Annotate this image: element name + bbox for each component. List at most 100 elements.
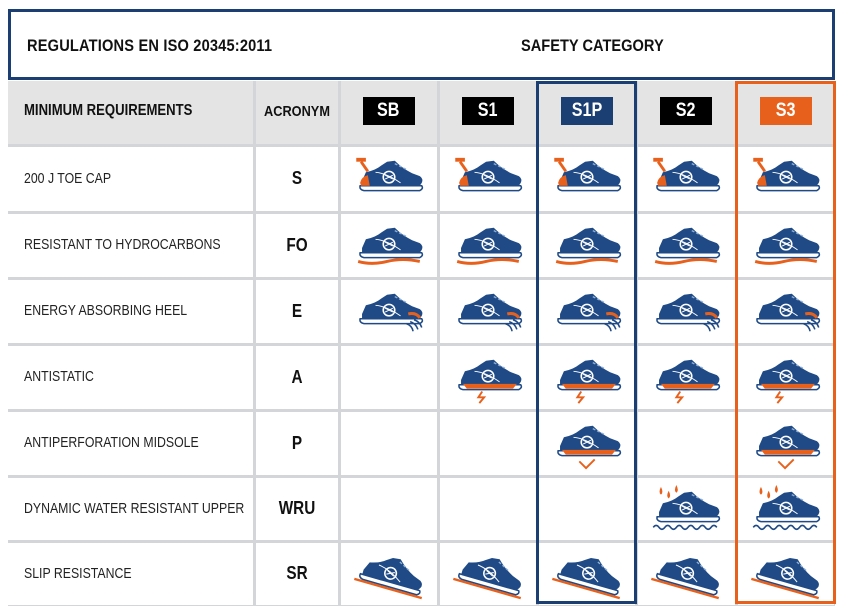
category-cell-s3: [737, 477, 834, 540]
category-cell-s1p: [538, 146, 635, 211]
category-cell-s2: [637, 146, 735, 211]
hydrocarbon-sole-icon: [555, 226, 621, 265]
category-badge: SB: [362, 97, 415, 125]
category-cell-s1p: [538, 279, 635, 343]
hydrocarbon-sole-icon: [357, 226, 423, 265]
category-cell-s1: [439, 542, 536, 605]
nail-midsole-icon: [755, 424, 820, 469]
category-cell-s3: [737, 411, 834, 475]
regulation-title: REGULATIONS EN ISO 20345:2011: [27, 36, 273, 55]
category-cell-sb: [340, 542, 437, 605]
category-cell-s1: [439, 213, 536, 277]
requirement-cell: ANTISTATIC: [8, 345, 253, 409]
acronym-value: SR: [285, 563, 308, 583]
acronym-cell: WRU: [255, 477, 338, 540]
requirement-label: DYNAMIC WATER RESISTANT UPPER: [24, 499, 245, 517]
category-cell-s3: [737, 279, 834, 343]
header-category-s1: S1: [439, 81, 536, 144]
acronym-cell: S: [255, 146, 338, 211]
hydrocarbon-sole-icon: [654, 226, 721, 265]
slip-slope-icon: [551, 549, 624, 599]
category-badge: S3: [759, 97, 812, 125]
toe-cap-hammer-icon: [454, 157, 522, 191]
category-cell-s1: [439, 411, 536, 475]
acronym-cell: FO: [255, 213, 338, 277]
requirement-label: SLIP RESISTANCE: [24, 564, 132, 582]
antistatic-bolt-icon: [556, 358, 621, 404]
requirement-label: ANTIPERFORATION MIDSOLE: [24, 434, 199, 451]
category-cell-s1: [439, 279, 536, 343]
hydrocarbon-sole-icon: [456, 226, 522, 265]
requirement-cell: RESISTANT TO HYDROCARBONS: [8, 213, 253, 277]
header-acronym: ACRONYM: [255, 81, 338, 144]
category-cell-s1: [439, 146, 536, 211]
category-cell-s1: [439, 477, 536, 540]
header-category-sb: SB: [340, 81, 437, 144]
toe-cap-hammer-icon: [355, 157, 423, 191]
category-cell-s1p: [538, 477, 635, 540]
category-cell-s1p: [538, 213, 635, 277]
requirement-label: RESISTANT TO HYDROCARBONS: [24, 236, 221, 253]
category-badge-label: S3: [775, 100, 796, 121]
category-cell-s2: [637, 477, 735, 540]
category-badge: S1P: [560, 97, 613, 125]
category-cell-s2: [637, 542, 735, 605]
category-cell-s1p: [538, 542, 635, 605]
category-cell-s3: [737, 213, 834, 277]
category-badge-label: SB: [377, 100, 400, 121]
requirement-cell: ENERGY ABSORBING HEEL: [8, 279, 253, 343]
slip-slope-icon: [651, 549, 723, 599]
title-bar: REGULATIONS EN ISO 20345:2011 SAFETY CAT…: [8, 9, 835, 80]
category-badge: S2: [660, 97, 712, 125]
acronym-column-header: ACRONYM: [263, 103, 330, 121]
requirement-cell: DYNAMIC WATER RESISTANT UPPER: [8, 477, 253, 540]
requirement-label: ENERGY ABSORBING HEEL: [24, 302, 188, 319]
category-cell-s2: [637, 213, 735, 277]
acronym-value: A: [290, 366, 303, 387]
category-badge: S1: [461, 97, 514, 125]
shock-heel-icon: [457, 292, 522, 331]
toe-cap-hammer-icon: [653, 157, 721, 191]
antistatic-bolt-icon: [457, 358, 522, 404]
requirements-column-header: MINIMUM REQUIREMENTS: [24, 102, 193, 120]
header-category-s1p: S1P: [538, 81, 635, 144]
category-cell-s2: [637, 411, 735, 475]
slip-slope-icon: [353, 549, 426, 599]
shock-heel-icon: [556, 292, 621, 331]
acronym-value: E: [291, 300, 302, 321]
acronym-value: S: [291, 168, 302, 188]
category-cell-s3: [737, 542, 834, 605]
shock-heel-icon: [755, 292, 820, 331]
acronym-value: P: [291, 432, 302, 453]
category-cell-sb: [340, 345, 437, 409]
category-cell-s3: [737, 146, 834, 211]
shock-heel-icon: [358, 292, 423, 331]
toe-cap-hammer-icon: [752, 157, 820, 191]
nail-midsole-icon: [556, 424, 621, 469]
antistatic-bolt-icon: [656, 358, 721, 404]
category-badge-label: S1: [477, 100, 498, 121]
safety-category-title: SAFETY CATEGORY: [521, 36, 664, 55]
water-drop-icon: [752, 484, 820, 530]
requirement-label: 200 J TOE CAP: [24, 169, 112, 187]
shock-heel-icon: [656, 292, 721, 331]
category-cell-s1p: [538, 345, 635, 409]
acronym-cell: P: [255, 411, 338, 475]
header-requirements: MINIMUM REQUIREMENTS: [8, 81, 253, 144]
header-category-s3: S3: [737, 81, 834, 144]
category-badge-label: S2: [676, 100, 696, 121]
category-cell-s2: [637, 345, 735, 409]
antistatic-bolt-icon: [755, 358, 820, 404]
category-cell-s2: [637, 279, 735, 343]
acronym-value: WRU: [278, 498, 315, 518]
category-cell-s1p: [538, 411, 635, 475]
slip-slope-icon: [452, 549, 525, 599]
category-cell-sb: [340, 411, 437, 475]
category-cell-s3: [737, 345, 834, 409]
acronym-cell: E: [255, 279, 338, 343]
requirement-cell: 200 J TOE CAP: [8, 146, 253, 211]
acronym-cell: SR: [255, 542, 338, 605]
hydrocarbon-sole-icon: [754, 226, 820, 265]
water-drop-icon: [652, 484, 721, 530]
category-cell-sb: [340, 146, 437, 211]
